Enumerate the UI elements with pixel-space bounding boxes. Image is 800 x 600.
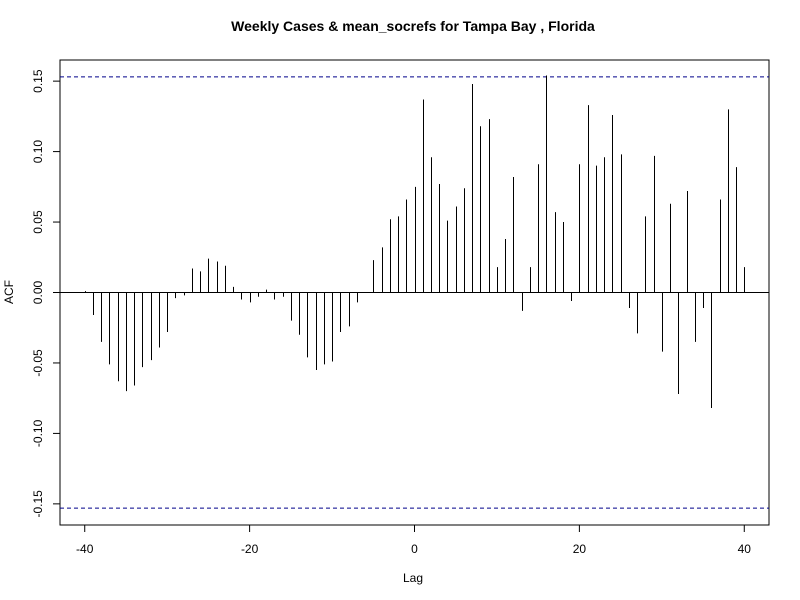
y-tick-label: 0.00 — [31, 280, 45, 304]
y-tick-label: -0.10 — [31, 419, 45, 447]
y-tick-label: -0.15 — [31, 490, 45, 518]
chart-title: Weekly Cases & mean_socrefs for Tampa Ba… — [231, 18, 595, 34]
x-tick-label: 0 — [411, 542, 418, 556]
y-tick-label: -0.05 — [31, 349, 45, 377]
x-axis-label: Lag — [403, 571, 423, 585]
y-axis: -0.15 -0.10 -0.05 0.00 0.05 0.10 0.15 — [31, 69, 60, 518]
y-tick-label: 0.15 — [31, 69, 45, 93]
x-tick-label: 20 — [573, 542, 587, 556]
y-axis-label: ACF — [2, 280, 16, 304]
acf-bars — [85, 75, 745, 409]
x-tick-label: -40 — [76, 542, 94, 556]
y-tick-label: 0.05 — [31, 210, 45, 234]
x-tick-label: -20 — [241, 542, 259, 556]
x-tick-label: 40 — [738, 542, 752, 556]
y-tick-label: 0.10 — [31, 140, 45, 164]
x-axis: -40 -20 0 20 40 — [76, 525, 751, 556]
reference-lines — [60, 76, 769, 509]
